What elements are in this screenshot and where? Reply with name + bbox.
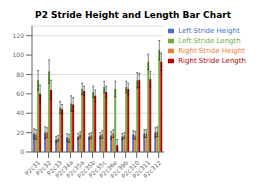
svg-text:P2c39b: P2c39b [108,158,130,180]
html-text:Left Stride Length: Left Stride Length [178,37,241,45]
svg-text:P2c35b: P2c35b [75,158,97,180]
svg-text:P2c33: P2c33 [45,158,64,177]
svg-text:P2c36e: P2c36e [97,158,119,180]
html-text:Right Stride Length: Right Stride Length [178,57,246,65]
svg-text:P2c35c: P2c35c [87,158,108,179]
html-text:Left Stride Height: Left Stride Height [178,27,240,35]
html-text:Right Stride Height: Right Stride Height [178,47,245,55]
svg-text:100: 100 [13,51,25,58]
svg-text:P2c312: P2c312 [142,159,163,180]
svg-text:20: 20 [16,129,24,136]
svg-text:P2c32: P2c32 [34,158,53,177]
html-text:P2 Stride Height and Length Ba: P2 Stride Height and Length Bar Chart [35,10,231,20]
svg-text:P2c311: P2c311 [130,158,152,180]
svg-text:P2c34a: P2c34a [53,158,75,180]
svg-text:P2c35a: P2c35a [64,158,86,180]
svg-text:40: 40 [16,109,24,116]
svg-text:80: 80 [16,71,24,78]
svg-text:0: 0 [20,148,24,155]
svg-text:60: 60 [16,90,24,97]
svg-text:P2c310: P2c310 [119,158,141,180]
svg-text:120: 120 [13,32,25,39]
svg-text:P2c31: P2c31 [23,158,42,177]
